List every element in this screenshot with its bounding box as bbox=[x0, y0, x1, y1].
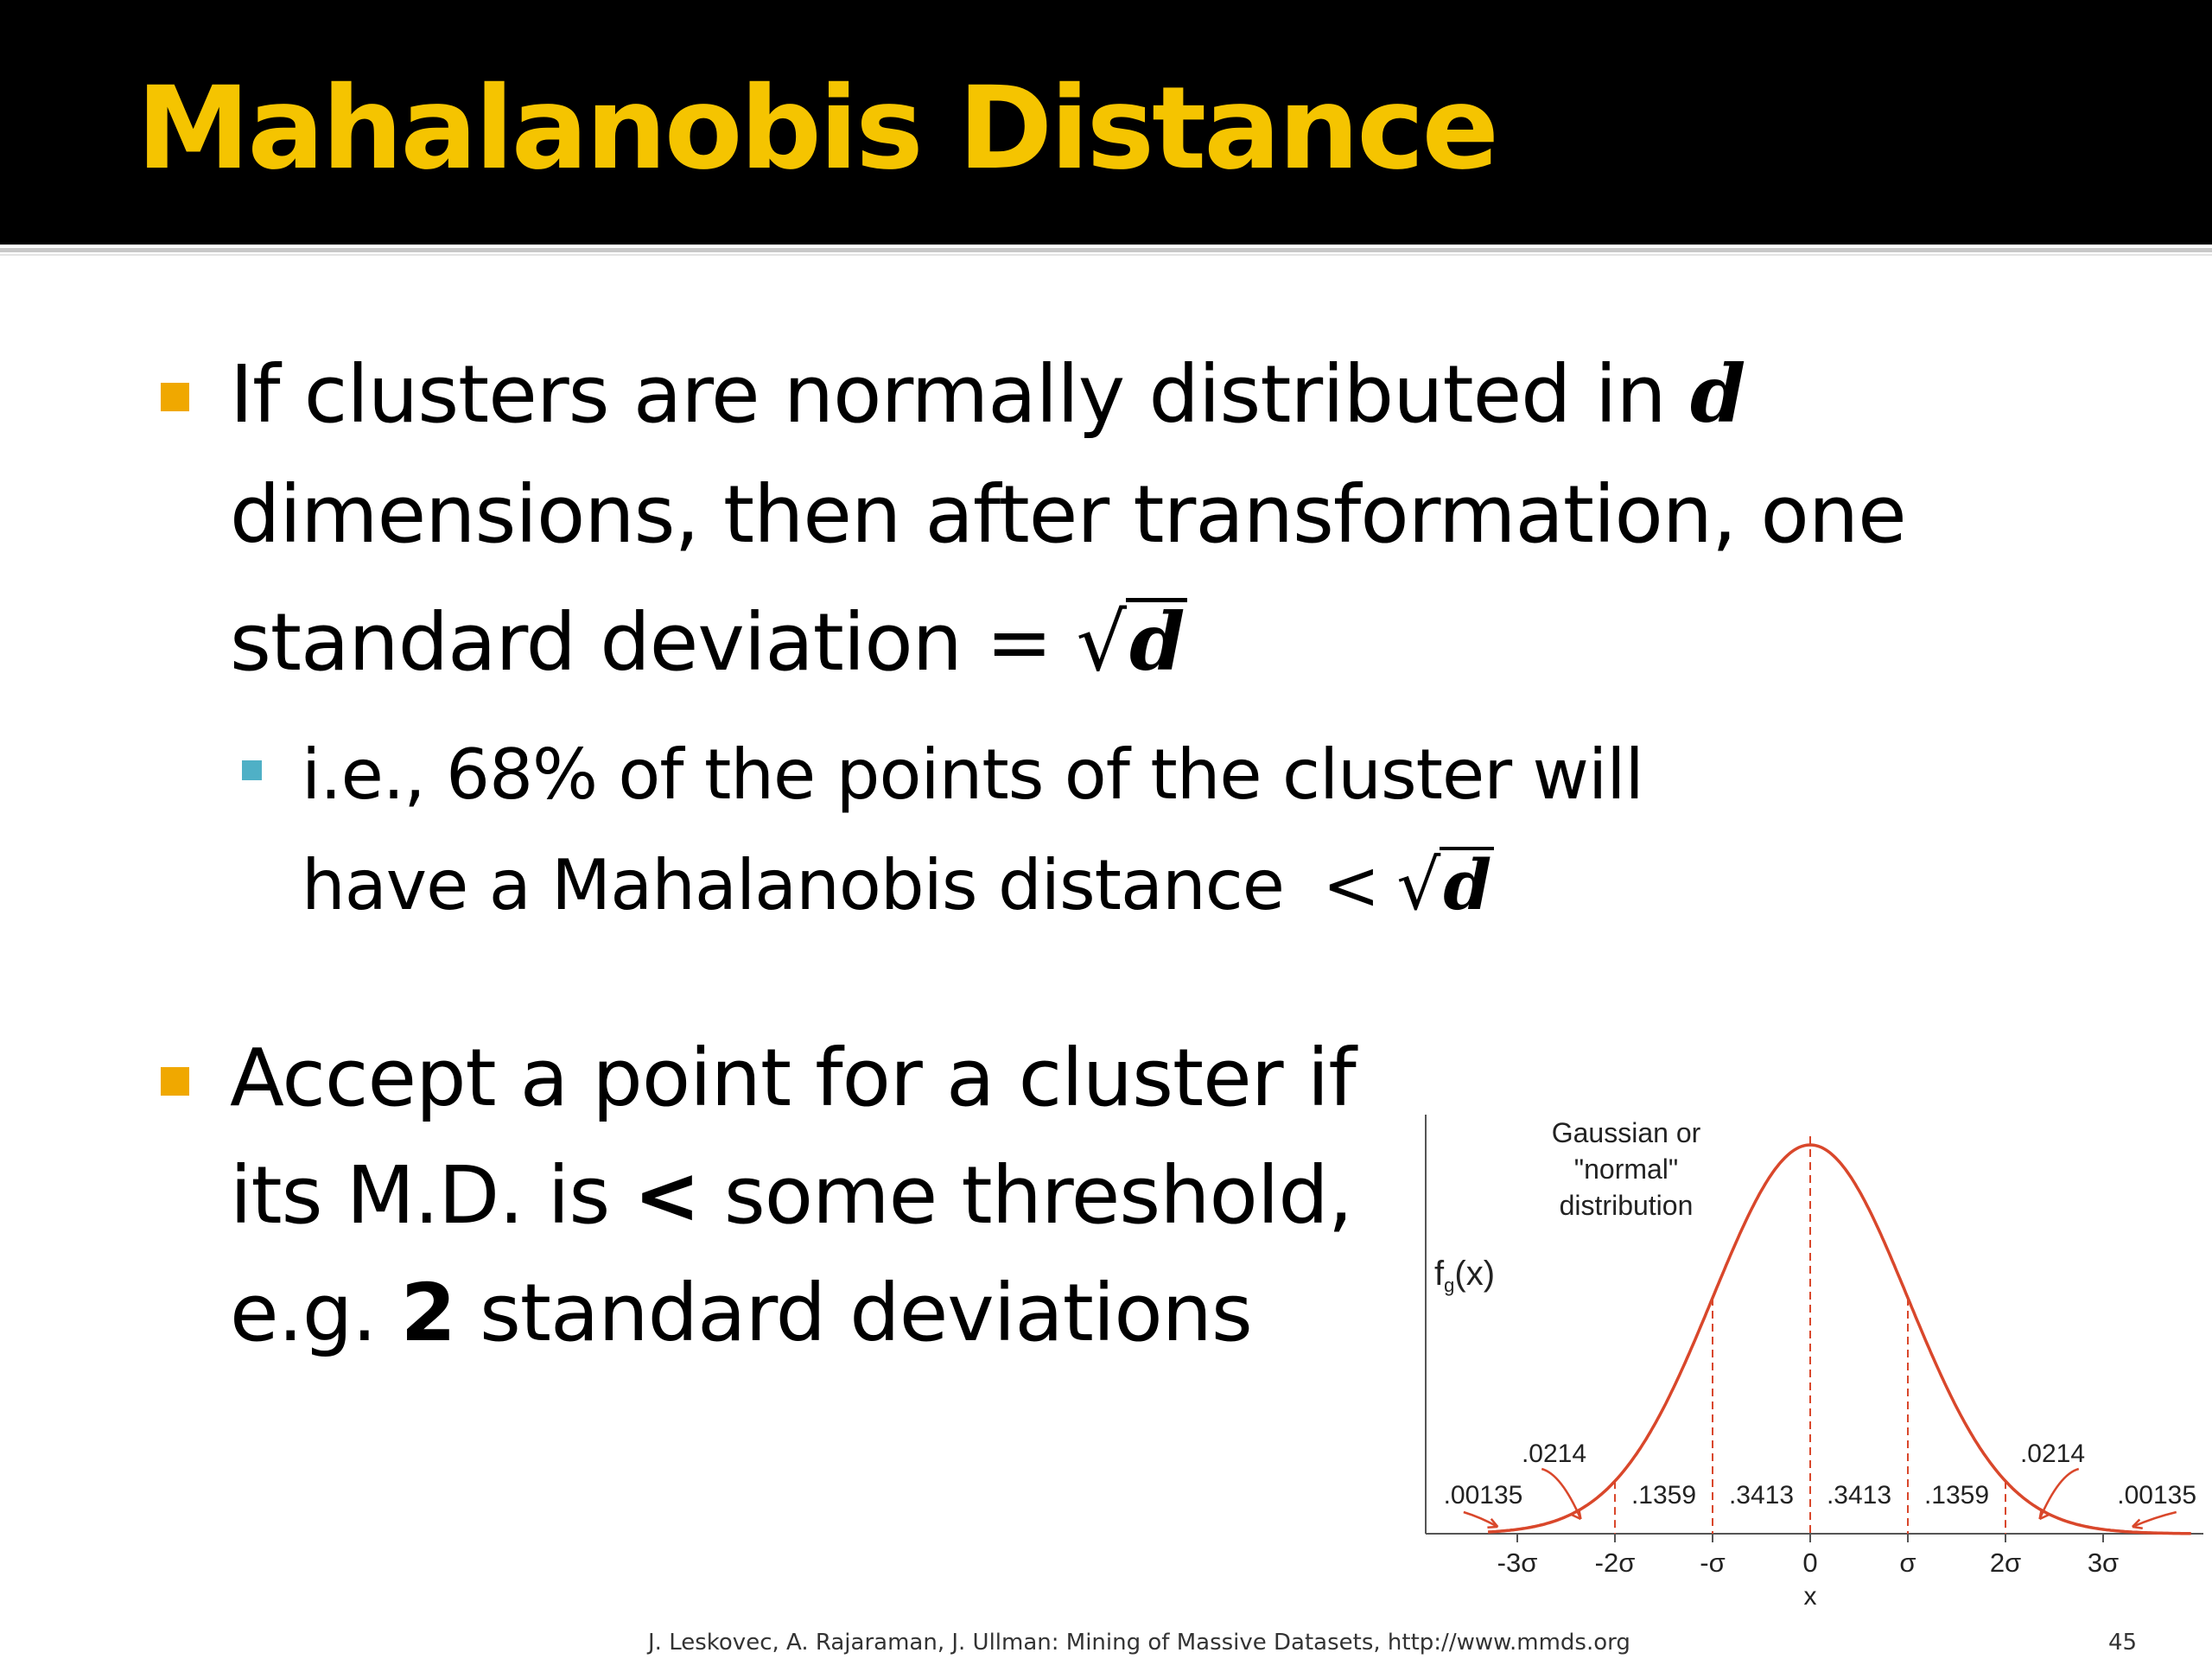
bullet2-lt-bold: < bbox=[633, 1149, 701, 1242]
tail-arrow bbox=[2038, 1467, 2080, 1520]
x-tick-label: 2σ bbox=[1990, 1548, 2021, 1578]
region-probability-label: .1359 bbox=[1924, 1481, 1989, 1510]
bullet2-line1: Accept a point for a cluster if bbox=[230, 1032, 1357, 1124]
bullet1-line3: standard deviation = √d bbox=[230, 596, 1188, 689]
page-number: 45 bbox=[2108, 1630, 2138, 1656]
sqrt-d-formula-2: √d bbox=[1396, 845, 1495, 925]
curve-label: Gaussian or bbox=[1552, 1117, 1701, 1148]
x-tick-label: σ bbox=[1899, 1548, 1916, 1578]
region-probability-label: .3413 bbox=[1729, 1481, 1794, 1510]
x-tick-label: -σ bbox=[1700, 1548, 1725, 1578]
sqrt-symbol: √ bbox=[1076, 596, 1128, 689]
sqrt-symbol-2: √ bbox=[1396, 845, 1440, 925]
tail-arrow bbox=[1463, 1510, 1499, 1529]
tail-arrow-head bbox=[1571, 1508, 1582, 1521]
bullet1-var-d: d bbox=[1689, 347, 1745, 441]
x-tick-label: 3σ bbox=[2088, 1548, 2119, 1578]
x-tick-label: -3σ bbox=[1497, 1548, 1538, 1578]
sub-bullet-marker bbox=[242, 760, 262, 780]
region-probability-label: .00135 bbox=[2117, 1481, 2196, 1510]
bullet1-line2: dimensions, then after transformation, o… bbox=[230, 468, 1907, 561]
region-probability-label: .0214 bbox=[1522, 1440, 1586, 1468]
tail-arrow-head bbox=[1487, 1517, 1499, 1529]
y-axis-label: fg(x) bbox=[1434, 1255, 1495, 1296]
subbullet-line2: have a Mahalanobis distance < √d bbox=[302, 845, 1495, 925]
x-tick-label: -2σ bbox=[1595, 1548, 1636, 1578]
tail-arrow-head bbox=[2038, 1508, 2050, 1521]
bullet1-line3-text: standard deviation = bbox=[230, 596, 1077, 689]
curve-label: distribution bbox=[1560, 1190, 1694, 1221]
bullet2-line2-pre: its M.D. is bbox=[230, 1149, 634, 1242]
bullet2-two-bold: 2 bbox=[400, 1267, 456, 1359]
title-divider bbox=[0, 248, 2212, 252]
sqrt-d-formula: √d bbox=[1077, 596, 1188, 689]
subbullet-line1: i.e., 68% of the points of the cluster w… bbox=[302, 734, 1644, 815]
bullet2-line2: its M.D. is < some threshold, bbox=[230, 1149, 1353, 1242]
sqrt-radicand: d bbox=[1126, 598, 1188, 682]
bullet2-line3-pre: e.g. bbox=[230, 1267, 401, 1359]
tail-arrow-head bbox=[2132, 1518, 2143, 1530]
bullet-marker bbox=[161, 383, 189, 411]
title-divider-light bbox=[0, 254, 2212, 256]
region-probability-label: .0214 bbox=[2020, 1440, 2085, 1468]
x-tick-label: 0 bbox=[1802, 1548, 1817, 1578]
bullet2-line3-post: standard deviations bbox=[454, 1267, 1253, 1359]
bullet-marker-2 bbox=[161, 1067, 189, 1096]
title-bar: Mahalanobis Distance bbox=[0, 0, 2212, 245]
bullet1-line1-text: If clusters are normally distributed in bbox=[230, 348, 1690, 441]
region-probability-label: .00135 bbox=[1444, 1481, 1523, 1510]
gaussian-chart: -3σ -2σ -σ 0 σ 2σ 3σ Gaussian or "normal" distrib… bbox=[1425, 1115, 2203, 1607]
tail-arrow bbox=[1541, 1467, 1582, 1520]
region-probability-label: .3413 bbox=[1827, 1481, 1891, 1510]
slide-title: Mahalanobis Distance bbox=[137, 62, 1499, 195]
tail-arrow bbox=[2132, 1510, 2177, 1529]
less-than-symbol: < bbox=[1322, 845, 1380, 925]
curve-label: "normal" bbox=[1574, 1154, 1679, 1185]
gaussian-curve bbox=[1487, 1143, 2191, 1535]
subbullet-line2-text: have a Mahalanobis distance bbox=[302, 845, 1306, 925]
bullet2-line3: e.g. 2 standard deviations bbox=[230, 1267, 1253, 1359]
bullet2-line2-post: some threshold, bbox=[699, 1149, 1353, 1242]
footer-source: J. Leskovec, A. Rajaraman, J. Ullman: Mi… bbox=[648, 1630, 1630, 1656]
bullet1-line1: If clusters are normally distributed in … bbox=[230, 347, 1745, 441]
sqrt-radicand-2: d bbox=[1440, 847, 1495, 919]
region-probability-label: .1359 bbox=[1631, 1481, 1696, 1510]
x-axis-label: x bbox=[1804, 1582, 1817, 1607]
